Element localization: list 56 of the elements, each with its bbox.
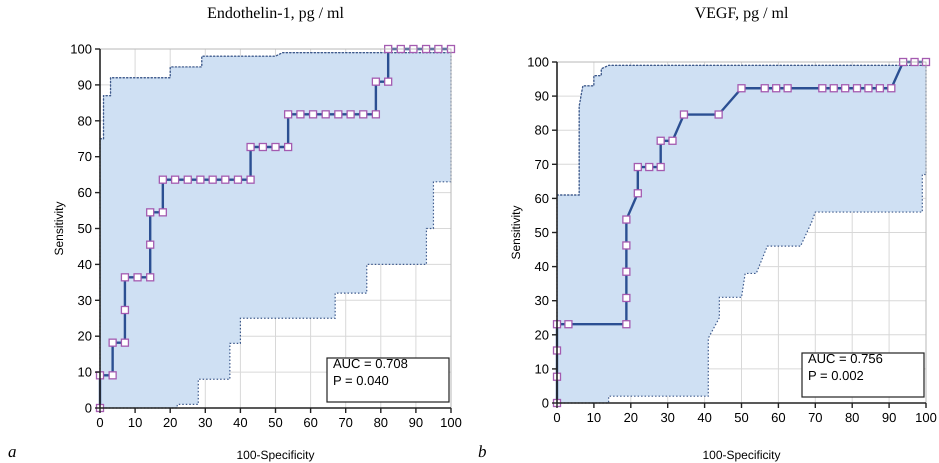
x-tick-label: 90 bbox=[408, 415, 424, 430]
y-tick-label: 20 bbox=[78, 328, 92, 344]
y-tick-label: 50 bbox=[534, 225, 549, 240]
y-tick-label: 40 bbox=[534, 259, 549, 274]
x-tick-label: 70 bbox=[808, 410, 823, 425]
x-tick-label: 40 bbox=[233, 415, 248, 430]
y-axis-title: Sensitivity bbox=[509, 205, 523, 260]
x-tick-label: 10 bbox=[586, 410, 602, 425]
x-axis-title: 100-Specificity bbox=[236, 448, 315, 462]
text: b bbox=[478, 442, 486, 461]
x-tick-label: 0 bbox=[96, 415, 104, 430]
y-tick-label: 10 bbox=[78, 364, 92, 380]
annotation: P = 0.040 bbox=[333, 373, 389, 388]
y-tick-label: 100 bbox=[527, 54, 549, 70]
y-tick-label: 30 bbox=[78, 292, 92, 308]
y-tick-label: 40 bbox=[78, 256, 92, 272]
x-tick-label: 80 bbox=[844, 410, 860, 425]
x-tick-label: 60 bbox=[771, 410, 786, 425]
y-tick-label: 70 bbox=[534, 156, 549, 172]
annotation: AUC = 0.756 bbox=[808, 351, 883, 366]
x-tick-label: 30 bbox=[198, 415, 213, 430]
x-tick-label: 0 bbox=[553, 410, 561, 425]
y-tick-label: 60 bbox=[534, 190, 549, 206]
x-tick-label: 90 bbox=[882, 410, 896, 425]
x-tick-label: 50 bbox=[268, 415, 283, 430]
x-tick-label: 30 bbox=[660, 410, 675, 425]
x-tick-label: 100 bbox=[915, 410, 937, 425]
chart-title: Endothelin-1, pg / ml bbox=[207, 5, 344, 22]
x-tick-label: 10 bbox=[128, 415, 142, 430]
y-tick-label: 20 bbox=[534, 327, 549, 342]
annotation: P = 0.002 bbox=[808, 368, 864, 383]
y-axis-title: Sensitivity bbox=[52, 201, 66, 256]
y-tick-label: 90 bbox=[534, 88, 549, 104]
x-tick-label: 40 bbox=[697, 410, 712, 425]
x-tick-label: 100 bbox=[440, 415, 462, 430]
text: a bbox=[8, 442, 16, 461]
y-tick-label: 90 bbox=[78, 77, 92, 92]
y-tick-label: 0 bbox=[84, 400, 92, 416]
chart-title: VEGF, pg / ml bbox=[694, 5, 789, 22]
x-tick-label: 20 bbox=[162, 415, 178, 430]
y-tick-label: 80 bbox=[534, 122, 549, 138]
x-tick-label: 20 bbox=[624, 410, 638, 425]
x-tick-label: 70 bbox=[338, 415, 353, 430]
y-tick-label: 30 bbox=[534, 293, 549, 308]
y-tick-label: 50 bbox=[78, 221, 92, 236]
x-tick-label: 60 bbox=[303, 415, 318, 430]
y-tick-label: 0 bbox=[542, 396, 549, 410]
x-tick-label: 80 bbox=[374, 415, 388, 430]
y-tick-label: 60 bbox=[78, 185, 92, 200]
y-tick-label: 80 bbox=[78, 113, 92, 128]
y-tick-label: 100 bbox=[70, 42, 92, 56]
y-tick-label: 70 bbox=[78, 149, 92, 164]
y-tick-label: 10 bbox=[534, 361, 549, 376]
annotation: AUC = 0.708 bbox=[333, 356, 408, 371]
x-tick-label: 50 bbox=[734, 410, 749, 425]
x-axis-title: 100-Specificity bbox=[702, 448, 781, 462]
